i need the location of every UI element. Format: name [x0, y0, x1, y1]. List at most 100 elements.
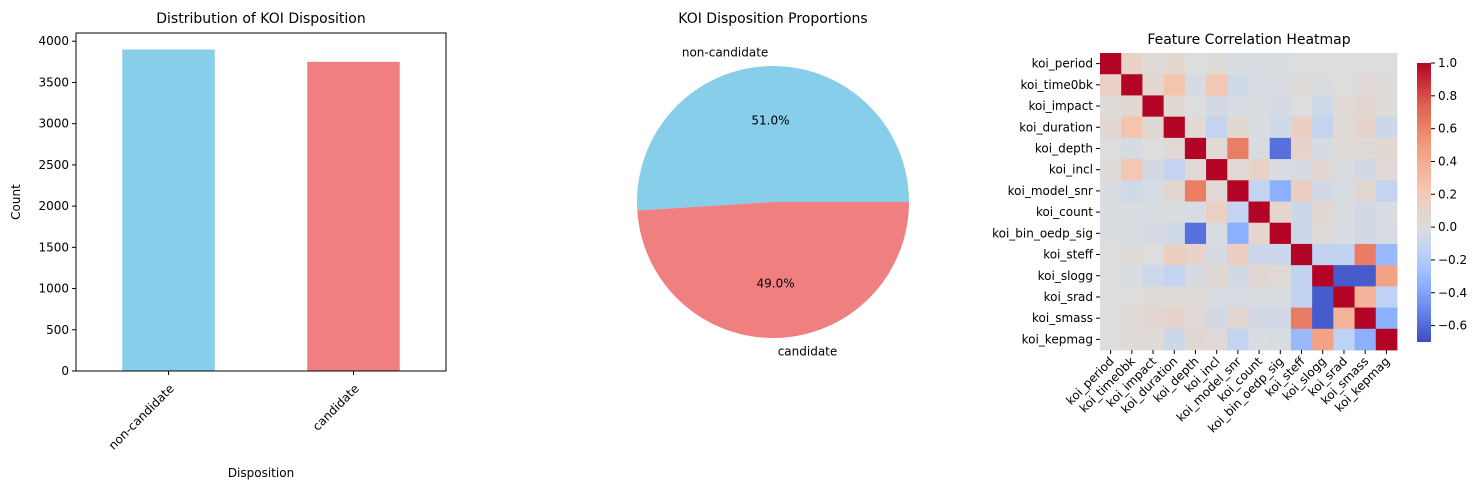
heatmap-cell [1375, 201, 1398, 224]
heatmap-cell [1290, 137, 1313, 160]
heatmap-cell [1312, 222, 1334, 245]
heatmap-cell [1375, 180, 1398, 202]
heatmap-cell [1375, 243, 1398, 266]
heatmap-cell [1184, 307, 1207, 330]
heatmap-cell [1121, 180, 1143, 202]
heatmap-cell [1100, 53, 1122, 75]
pie-label: candidate [778, 345, 838, 359]
heatmap-y-label: koi_duration [1019, 120, 1093, 134]
heatmap-cell [1121, 307, 1143, 330]
heatmap-cell [1100, 180, 1122, 202]
heatmap-cell [1206, 137, 1228, 160]
heatmap-cell [1312, 265, 1334, 287]
heatmap-cell [1163, 74, 1186, 96]
heatmap-cell [1290, 201, 1313, 224]
heatmap-cell [1121, 95, 1143, 118]
heatmap-cell [1269, 307, 1292, 330]
heatmap-cell [1290, 95, 1313, 118]
heatmap-cell [1269, 180, 1292, 202]
heatmap-cell [1227, 180, 1249, 202]
heatmap-cell [1163, 95, 1186, 118]
bar-x-tick-label: non-candidate [106, 381, 177, 452]
heatmap-y-label: koi_smass [1032, 311, 1093, 325]
heatmap-x-labels: koi_periodkoi_time0bkkoi_impactkoi_durat… [1063, 350, 1393, 435]
heatmap-cell [1100, 286, 1122, 308]
heatmap-cell [1312, 53, 1334, 75]
heatmap-cell [1121, 201, 1143, 224]
heatmap-cell [1142, 74, 1165, 96]
colorbar-tick-label: 0.4 [1438, 154, 1457, 168]
bar-y-tick-label: 2000 [38, 199, 69, 213]
heatmap-cell [1354, 116, 1377, 139]
heatmap-cell [1206, 307, 1228, 330]
heatmap-cell [1354, 328, 1377, 351]
heatmap-cell [1375, 222, 1398, 245]
heatmap-cell [1100, 201, 1122, 224]
bar-y-tick-label: 1500 [38, 240, 69, 254]
heatmap-cell [1163, 307, 1186, 330]
heatmap-y-label: koi_steff [1043, 248, 1094, 262]
heatmap-cell [1163, 222, 1186, 245]
heatmap-cell [1333, 286, 1355, 308]
heatmap-y-labels: koi_period koi_time0bk koi_impact koi_durat… [992, 57, 1100, 346]
bar-y-label: Count [9, 184, 23, 220]
heatmap-cell [1227, 243, 1249, 266]
heatmap-y-label: koi_incl [1049, 163, 1093, 177]
heatmap-cell [1290, 180, 1313, 202]
heatmap-cell [1333, 180, 1355, 202]
pie-slice-candidate [637, 202, 909, 339]
heatmap-cell [1100, 74, 1122, 96]
heatmap-cell [1354, 265, 1377, 287]
heatmap-cell [1206, 159, 1228, 181]
heatmap-cell [1163, 159, 1186, 181]
heatmap-cell [1142, 222, 1165, 245]
heatmap-cell [1184, 95, 1207, 118]
heatmap-cell [1269, 53, 1292, 75]
heatmap-cell [1333, 137, 1355, 160]
bar-y-tick-label: 3000 [38, 117, 69, 131]
heatmap-cell [1142, 286, 1165, 308]
heatmap-cell [1142, 137, 1165, 160]
heatmap-cell [1184, 328, 1207, 351]
heatmap-cell [1227, 95, 1249, 118]
heatmap-cell [1312, 201, 1334, 224]
heatmap-y-label: koi_count [1036, 205, 1093, 219]
heatmap-cell [1290, 222, 1313, 245]
heatmap-cell [1248, 328, 1271, 351]
heatmap-cell [1142, 53, 1165, 75]
heatmap-cell [1163, 201, 1186, 224]
heatmap-cell [1312, 74, 1334, 96]
heatmap-cell [1312, 137, 1334, 160]
heatmap-cell [1333, 265, 1355, 287]
heatmap-cell [1375, 307, 1398, 330]
heatmap-cell [1100, 95, 1122, 118]
heatmap-cell [1163, 328, 1186, 351]
heatmap-cell [1184, 286, 1207, 308]
heatmap-cell [1206, 74, 1228, 96]
heatmap-y-label: koi_period [1032, 57, 1093, 71]
heatmap-cell [1184, 74, 1207, 96]
heatmap-cell [1333, 53, 1355, 75]
heatmap-cell [1121, 116, 1143, 139]
heatmap-cell [1269, 243, 1292, 266]
heatmap-cell [1269, 159, 1292, 181]
heatmap-cell [1206, 222, 1228, 245]
colorbar-ticks: 1.0 0.8 0.6 0.4 0.2 0.0 −0.2 −0.4 −0.6 [1431, 56, 1467, 333]
heatmap-cell [1206, 328, 1228, 351]
heatmap-cell [1290, 53, 1313, 75]
heatmap-cell [1142, 307, 1165, 330]
pie-chart: KOI Disposition Proportions non-candidat… [637, 11, 909, 359]
heatmap-cell [1121, 265, 1143, 287]
heatmap-cell [1375, 74, 1398, 96]
heatmap-cell [1248, 159, 1271, 181]
heatmap-cells [1100, 53, 1398, 351]
heatmap-cell [1269, 116, 1292, 139]
heatmap-cell [1142, 180, 1165, 202]
heatmap-cell [1354, 180, 1377, 202]
heatmap-cell [1333, 95, 1355, 118]
heatmap-cell [1333, 328, 1355, 351]
heatmap-cell [1142, 243, 1165, 266]
heatmap-cell [1184, 243, 1207, 266]
heatmap-cell [1312, 243, 1334, 266]
heatmap-cell [1312, 180, 1334, 202]
